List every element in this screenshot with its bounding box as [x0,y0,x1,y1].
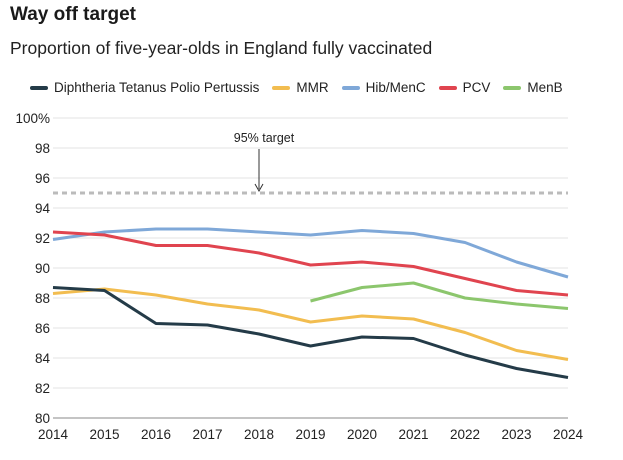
x-axis: 2014 2015 2016 2017 2018 2019 2020 2021 2022 2023… [38,427,584,442]
legend-label: MenB [527,80,563,95]
series-line-pcv [52,230,569,297]
x-tick-label: 2020 [347,427,377,442]
chart-legend: Diphtheria Tetanus Polio Pertussis MMR Hib… [30,80,576,95]
series-lines [52,227,569,379]
legend-item: PCV [438,80,491,95]
y-tick-label: 98 [35,141,50,156]
y-tick-label: 100% [15,111,50,126]
y-tick-label: 92 [35,231,50,246]
y-tick-label: 82 [35,381,50,396]
x-tick-label: 2016 [141,427,171,442]
x-tick-label: 2023 [501,427,531,442]
x-tick-label: 2019 [295,427,325,442]
legend-swatch [30,85,48,90]
legend-swatch [503,85,522,90]
legend-item: Diphtheria Tetanus Polio Pertussis [30,80,259,95]
series-line-menb [310,281,569,310]
chart-title: Way off target [10,4,136,25]
legend-swatch [438,85,457,90]
legend-item: MMR [272,80,329,95]
legend-label: Diphtheria Tetanus Polio Pertussis [54,80,260,95]
x-tick-label: 2024 [553,427,584,442]
gridlines [53,117,568,419]
legend-swatch [272,85,291,90]
series-line-mmr [52,287,569,361]
y-tick-label: 80 [35,411,50,426]
legend-label: Hib/MenC [365,80,426,95]
x-tick-label: 2018 [244,427,274,442]
y-tick-label: 84 [35,351,51,366]
series-line-hib-menc [52,227,569,279]
legend-item: Hib/MenC [341,80,426,95]
y-tick-label: 88 [35,291,50,306]
y-tick-label: 94 [35,201,51,216]
x-tick-label: 2017 [192,427,222,442]
x-tick-label: 2014 [38,427,69,442]
series-line-diphtheria-tetanus-polio-pertussis [52,286,569,379]
x-tick-label: 2015 [89,427,119,442]
y-tick-label: 90 [35,261,50,276]
legend-label: MMR [296,80,329,95]
target-annotation: 95% target [53,131,568,195]
chart-subtitle: Proportion of five-year-olds in England … [10,38,433,58]
y-tick-label: 86 [35,321,50,336]
x-tick-label: 2022 [450,427,480,442]
target-label: 95% target [234,131,295,145]
legend-item: MenB [503,80,563,95]
y-tick-label: 96 [35,171,50,186]
y-axis: 80 82 84 86 88 90 92 94 96 98 100% [15,111,50,426]
legend-swatch [341,85,360,90]
legend-label: PCV [462,80,491,95]
x-tick-label: 2021 [398,427,428,442]
target-arrow-head [254,183,264,193]
